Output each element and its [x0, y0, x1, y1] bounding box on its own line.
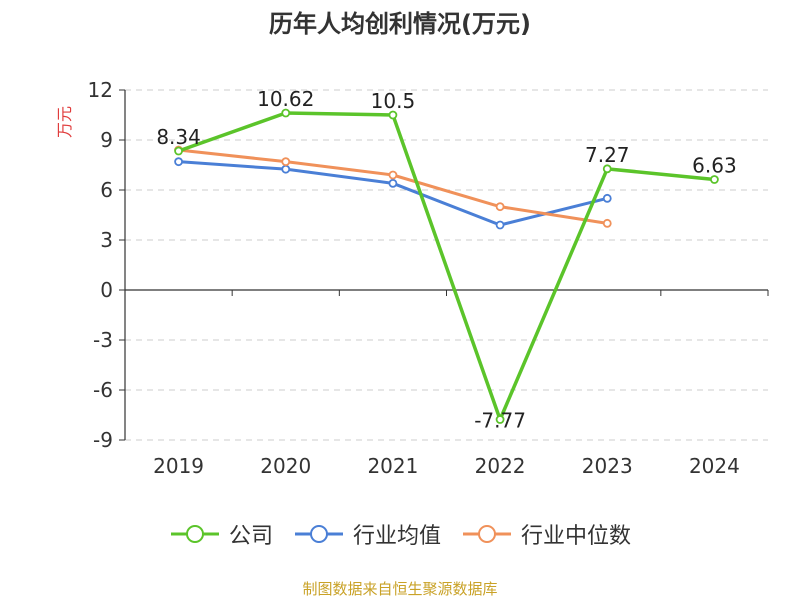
chart-title: 历年人均创利情况(万元) [269, 10, 531, 38]
x-tick-label: 2024 [689, 454, 740, 478]
y-tick-label: 0 [100, 278, 113, 302]
data-label: 10.62 [257, 87, 314, 111]
y-tick-label: 12 [88, 78, 113, 102]
data-point[interactable] [495, 415, 505, 424]
legend-swatch-icon [463, 525, 511, 543]
data-point[interactable] [602, 218, 612, 228]
x-tick-label: 2022 [475, 454, 526, 478]
data-point[interactable] [174, 146, 183, 156]
data-label: 6.63 [692, 154, 737, 178]
data-point[interactable] [602, 193, 612, 203]
data-point[interactable] [281, 157, 291, 167]
x-tick-label: 2019 [153, 454, 204, 478]
data-label: 10.5 [371, 89, 416, 113]
legend-label: 行业均值 [352, 524, 441, 549]
legend-swatch-icon [294, 525, 343, 543]
y-tick-label: 3 [100, 228, 113, 252]
footer-source: 制图数据来自恒生聚源数据库 [302, 580, 498, 598]
data-point[interactable] [388, 110, 398, 120]
y-tick-label: 9 [100, 128, 113, 152]
x-tick-label: 2023 [582, 454, 633, 478]
legend-item[interactable]: 行业中位数 [461, 518, 631, 550]
data-point[interactable] [495, 202, 505, 212]
data-point[interactable] [388, 170, 398, 180]
legend: 公司 行业均值 行业中位数 [0, 518, 800, 550]
data-point[interactable] [602, 164, 612, 174]
legend-label: 公司 [228, 524, 273, 549]
legend-item[interactable]: 行业均值 [293, 518, 441, 550]
legend-swatch-icon [170, 525, 219, 543]
data-point[interactable] [388, 178, 398, 188]
data-label: 7.27 [585, 143, 630, 167]
data-point[interactable] [174, 157, 183, 167]
y-tick-label: 6 [100, 178, 113, 202]
data-label: 8.34 [156, 125, 201, 149]
legend-label: 行业中位数 [521, 524, 632, 549]
x-tick-label: 2020 [260, 454, 311, 478]
y-axis-label: 万元 [55, 106, 74, 138]
y-tick-label: -9 [93, 428, 113, 452]
y-tick-label: -6 [93, 378, 113, 402]
data-point[interactable] [281, 108, 291, 118]
data-label: -7.77 [474, 409, 526, 433]
data-point[interactable] [495, 220, 505, 230]
series-line [177, 111, 715, 422]
data-point[interactable] [281, 164, 291, 174]
data-point[interactable] [710, 175, 719, 184]
legend-item[interactable]: 公司 [169, 518, 273, 550]
x-tick-label: 2021 [367, 454, 418, 478]
y-tick-label: -3 [93, 328, 113, 352]
